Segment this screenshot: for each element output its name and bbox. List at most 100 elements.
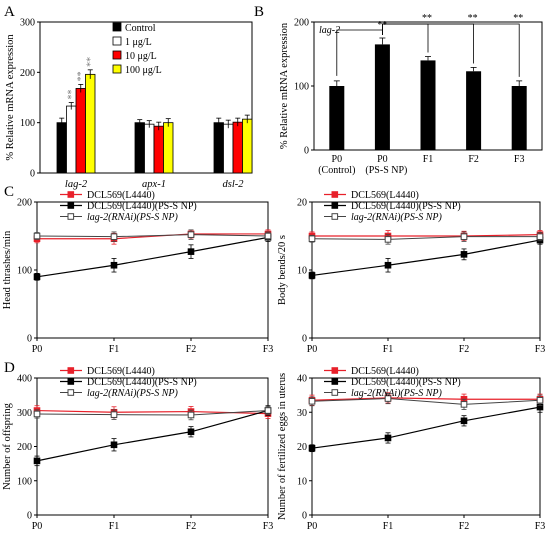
legend-marker (331, 202, 339, 209)
y-axis-label: % Relative mRNA expression (5, 34, 16, 161)
data-point (187, 428, 195, 436)
x-category-label: P0 (377, 154, 388, 165)
y-tick-label-1: 100 (17, 266, 32, 277)
x-tick-label: F2 (459, 344, 470, 355)
chart-c-body-bends: 0 10 20 Body bends/20 s P0 F1 F2 F3 DCL569(L4440… (277, 190, 545, 355)
y-tick-label-1: 10 (297, 266, 307, 277)
series-line-1 (311, 239, 541, 277)
y-axis-label: % Relative mRNA expression (279, 22, 290, 149)
significance-bracket (381, 23, 520, 77)
y-tick-label-2: 200 (17, 198, 32, 209)
panel-label-d: D (4, 360, 15, 376)
data-point (33, 410, 41, 418)
legend-swatch (112, 22, 122, 32)
group-label-control: (Control) (318, 165, 355, 176)
y-tick-label-2: 20 (297, 442, 307, 453)
chart-c-head-thrashes: 0 100 200 Head thrashes/min P0 F1 F2 F3 DCL569(L… (2, 190, 273, 355)
data-point (384, 236, 392, 243)
legend-label: DCL569(L4440)(PS-S NP) (351, 377, 461, 388)
data-point (308, 272, 316, 279)
data-point (460, 401, 468, 408)
x-tick-label: F2 (186, 521, 197, 532)
x-tick-label: P0 (32, 344, 43, 355)
legend-marker (67, 202, 75, 209)
significance-label: ** (66, 90, 77, 100)
legend-label: DCL569(L4440)(PS-S NP) (351, 201, 461, 212)
legend-swatch (112, 50, 122, 60)
x-category-label: dsl-2 (223, 179, 245, 190)
series-line-1 (36, 236, 269, 278)
y-tick-label-1: 100 (294, 82, 309, 93)
bar-10 μg/L-apx-1 (153, 125, 164, 174)
bar-F1 (420, 60, 436, 150)
y-axis-label: Head thrashes/min (2, 230, 13, 309)
data-point (33, 457, 41, 465)
x-tick-label: F1 (109, 521, 120, 532)
y-tick-label-0: 0 (302, 511, 307, 522)
x-tick-label: F2 (186, 344, 197, 355)
data-point (308, 444, 316, 452)
significance-label: ** (85, 57, 96, 67)
y-tick-label-0: 0 (27, 334, 32, 345)
bar-F3 (511, 86, 527, 150)
legend-label: Control (125, 23, 156, 34)
x-tick-label: P0 (307, 344, 318, 355)
bar-10 μg/L-lag-2 (75, 88, 86, 174)
legend-swatch (112, 64, 122, 74)
series-line-1 (36, 409, 269, 462)
legend-marker (331, 191, 339, 198)
y-tick-label-4: 40 (297, 374, 307, 385)
x-tick-label: F1 (383, 344, 394, 355)
chart-title: lag-2 (319, 25, 340, 36)
y-tick-label-4: 400 (17, 374, 32, 385)
series-line-2 (311, 398, 541, 405)
significance-label: ** (422, 13, 432, 24)
legend-label: DCL569(L4440)(PS-S NP) (87, 201, 197, 212)
x-category-label: F3 (514, 154, 525, 165)
data-point (308, 235, 316, 243)
bar-Control-dsl-2 (213, 122, 224, 174)
y-tick-label-3: 300 (20, 18, 35, 29)
data-point (384, 395, 392, 402)
y-tick-label-3: 300 (17, 408, 32, 419)
bar-P0 (329, 86, 345, 150)
legend-marker (67, 213, 75, 220)
chart-d-fertilized-eggs: 0 10 20 30 40 Number of fertilized eggs in ut… (277, 366, 545, 532)
legend-label: DCL569(L4440) (87, 366, 155, 377)
data-point (264, 407, 272, 414)
legend-label: DCL569(L4440) (87, 190, 155, 201)
data-point (187, 231, 195, 238)
bar-P0 (374, 44, 390, 150)
y-axis-label: Number of offspring (2, 402, 13, 489)
legend-marker (331, 378, 339, 385)
x-tick-label: P0 (307, 521, 318, 532)
legend-marker (331, 389, 339, 396)
series-line-0 (37, 233, 268, 240)
x-tick-label: F3 (535, 344, 546, 355)
bar-F2 (466, 71, 482, 150)
significance-label: ** (468, 13, 478, 24)
x-tick-label: P0 (32, 521, 43, 532)
panel-label-a: A (4, 4, 15, 20)
x-category-label: P0 (332, 154, 343, 165)
y-tick-label-0: 0 (27, 511, 32, 522)
x-tick-label: F3 (263, 521, 274, 532)
significance-label: ** (513, 13, 523, 24)
bar-100 μg/L-lag-2 (85, 73, 96, 174)
bar-10 μg/L-dsl-2 (232, 121, 243, 174)
x-tick-label: F3 (535, 521, 546, 532)
data-point (33, 232, 41, 240)
bar-Control-lag-2 (56, 122, 67, 174)
legend-marker (67, 378, 75, 385)
y-tick-label-1: 10 (297, 476, 307, 487)
legend-marker (331, 213, 339, 220)
legend-marker (67, 367, 75, 374)
y-tick-label-2: 20 (297, 198, 307, 209)
y-tick-label-1: 100 (20, 118, 35, 129)
group-label-psnp: (PS-S NP) (365, 165, 407, 176)
bar-100 μg/L-apx-1 (163, 122, 174, 174)
y-axis-label: Number of fertilized eggs in uterus (277, 373, 288, 520)
legend-label: 100 μg/L (125, 65, 162, 76)
x-category-label: F2 (468, 154, 479, 165)
